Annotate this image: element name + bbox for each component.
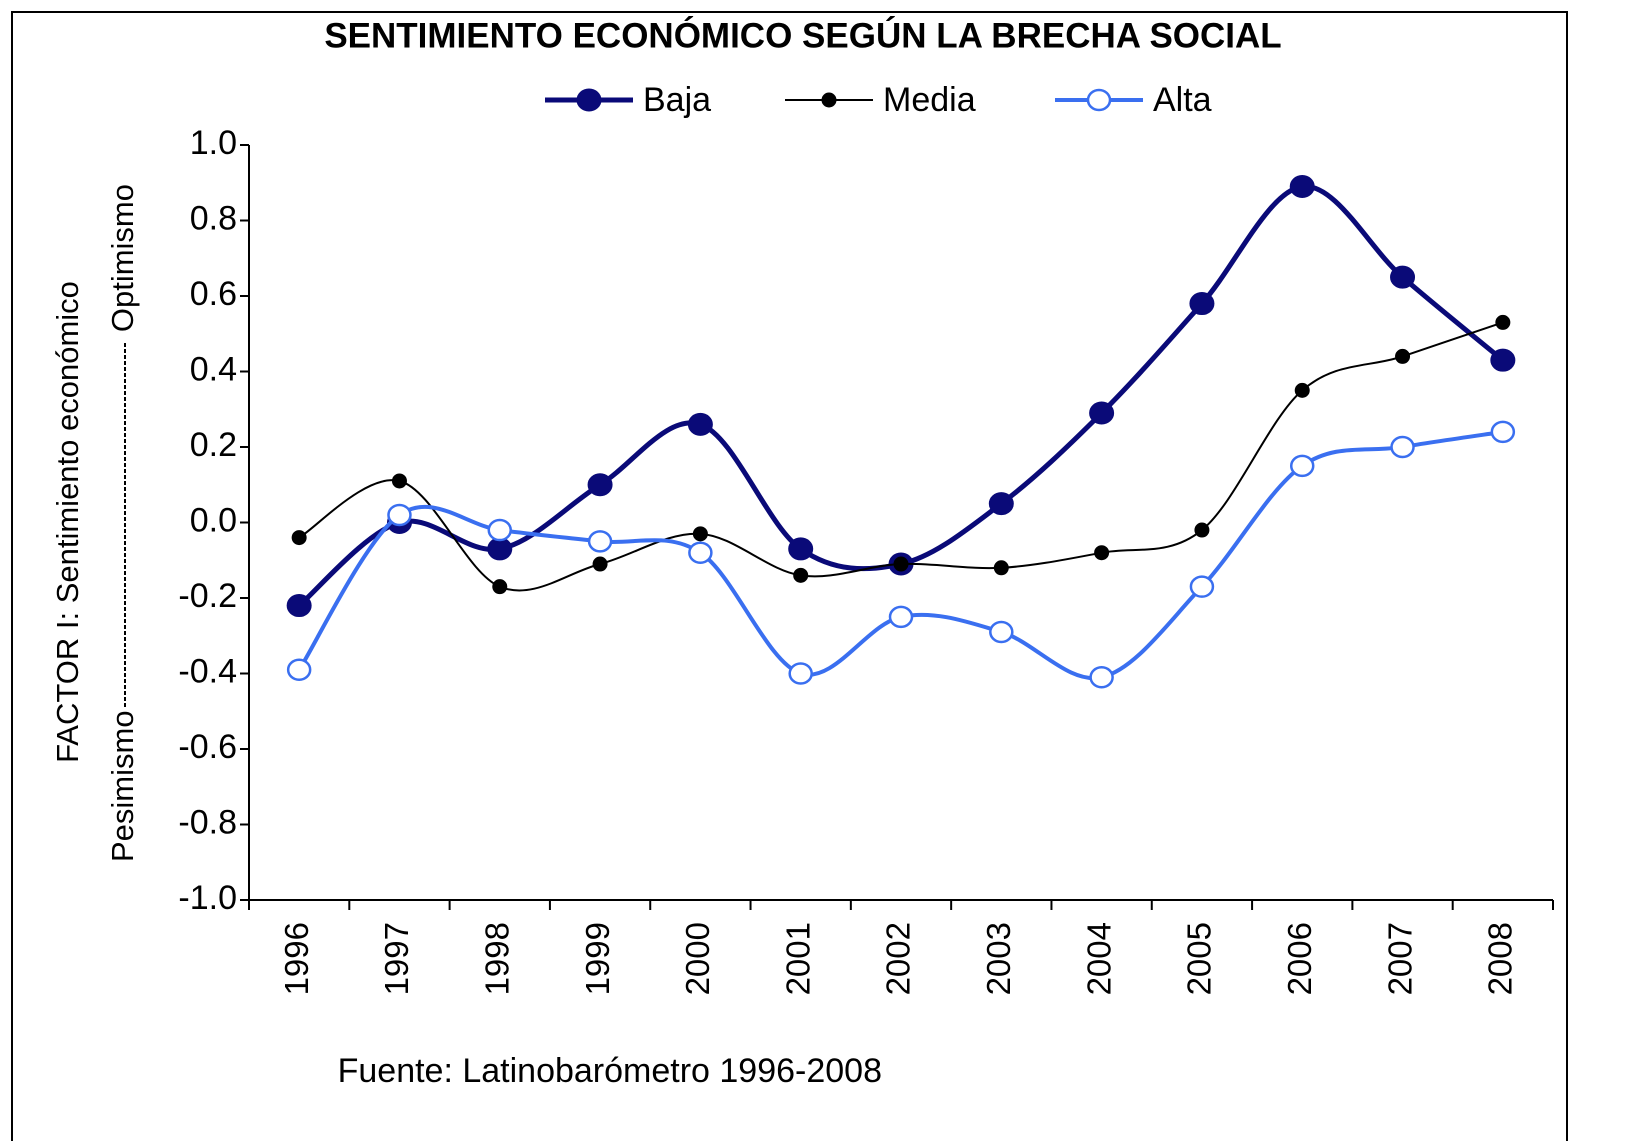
point bbox=[893, 556, 909, 572]
x-tick-label: 1999 bbox=[579, 922, 616, 995]
point bbox=[1490, 420, 1516, 444]
point bbox=[993, 560, 1009, 576]
y-tick-label: 0.8 bbox=[190, 199, 237, 237]
point bbox=[788, 537, 814, 561]
y-tick-label: -0.2 bbox=[178, 577, 237, 615]
y-tick-label: 0.0 bbox=[190, 501, 237, 539]
point bbox=[989, 620, 1014, 644]
point bbox=[888, 605, 914, 629]
x-tick-label: 1998 bbox=[478, 922, 515, 995]
x-tick-label-group: 2006 bbox=[1281, 922, 1318, 995]
x-tick-label-group: 1996 bbox=[278, 922, 315, 995]
point bbox=[1395, 348, 1411, 364]
legend-marker bbox=[821, 92, 837, 108]
point bbox=[1495, 314, 1511, 330]
y-tick-label: -0.8 bbox=[178, 803, 237, 841]
point bbox=[1194, 522, 1210, 538]
y-tick-label: 1.0 bbox=[190, 124, 237, 162]
chart-title: SENTIMIENTO ECONÓMICO SEGÚN LA BRECHA SO… bbox=[324, 15, 1281, 55]
x-tick-label: 1996 bbox=[278, 922, 315, 995]
point bbox=[1189, 575, 1215, 598]
y-label-low: Pesimismo bbox=[105, 710, 140, 862]
point bbox=[1390, 435, 1415, 459]
series-line bbox=[297, 184, 1505, 608]
y-tick-label: -1.0 bbox=[178, 879, 237, 917]
legend-marker bbox=[1086, 88, 1112, 112]
x-tick-label: 2003 bbox=[980, 922, 1017, 995]
legend-label: Media bbox=[883, 81, 976, 119]
x-tick-label-group: 2005 bbox=[1181, 922, 1218, 995]
point bbox=[788, 662, 813, 685]
point bbox=[592, 556, 608, 572]
point bbox=[492, 579, 508, 595]
y-label-high: Optimismo bbox=[105, 184, 140, 332]
y-axis-title: FACTOR I: Sentimiento económico bbox=[50, 281, 85, 763]
x-tick-label-group: 1997 bbox=[378, 922, 415, 995]
legend-marker bbox=[576, 88, 602, 112]
x-tick-label-group: 2002 bbox=[880, 922, 917, 995]
x-tick-label: 1997 bbox=[378, 922, 415, 995]
point bbox=[1094, 545, 1110, 561]
x-tick-label-group: 1998 bbox=[478, 922, 515, 995]
x-tick-label: 2007 bbox=[1381, 922, 1418, 995]
point bbox=[587, 473, 613, 497]
x-tick-label: 2008 bbox=[1482, 922, 1519, 995]
y-tick-label: -0.6 bbox=[178, 728, 237, 766]
y-tick-label: 0.4 bbox=[190, 350, 237, 388]
y-axis-scale-labels: Pesimismo Optimismo bbox=[105, 184, 140, 862]
x-tick-label: 2001 bbox=[779, 922, 816, 995]
x-tick-label-group: 2004 bbox=[1080, 922, 1117, 995]
x-tick-label-group: 2003 bbox=[980, 922, 1017, 995]
x-tick-label-group: 2000 bbox=[679, 922, 716, 995]
x-tick-label: 2006 bbox=[1281, 922, 1318, 995]
x-tick-label: 2005 bbox=[1181, 922, 1218, 995]
x-tick-label-group: 2007 bbox=[1381, 922, 1418, 995]
point bbox=[1089, 666, 1114, 689]
y-tick-label: 0.2 bbox=[190, 426, 237, 464]
point bbox=[1289, 175, 1315, 199]
x-tick-label: 2000 bbox=[679, 922, 716, 995]
point bbox=[487, 518, 513, 542]
x-tick-label-group: 1999 bbox=[579, 922, 616, 995]
point bbox=[1490, 348, 1516, 372]
point bbox=[1294, 382, 1310, 398]
y-label: FACTOR I: Sentimiento económico bbox=[50, 281, 85, 763]
point bbox=[988, 492, 1014, 516]
x-tick-label-group: 2008 bbox=[1482, 922, 1519, 995]
legend-label: Baja bbox=[643, 81, 711, 119]
y-tick-label: 0.6 bbox=[190, 275, 237, 313]
point bbox=[793, 567, 809, 583]
point bbox=[387, 503, 412, 527]
point bbox=[1390, 265, 1416, 289]
x-tick-label: 2002 bbox=[880, 922, 917, 995]
source: Fuente: Latinobarómetro 1996-2008 bbox=[338, 1052, 882, 1090]
point bbox=[1189, 292, 1215, 316]
point bbox=[692, 526, 708, 542]
x-tick-label: 2004 bbox=[1080, 922, 1117, 995]
frame bbox=[11, 11, 1568, 1141]
point bbox=[587, 530, 613, 553]
point bbox=[1089, 401, 1115, 425]
point bbox=[286, 594, 312, 618]
y-tick-label: -0.4 bbox=[178, 652, 237, 690]
point bbox=[688, 541, 713, 564]
point bbox=[291, 530, 307, 546]
point bbox=[687, 412, 713, 436]
x-tick-label-group: 2001 bbox=[779, 922, 816, 995]
point bbox=[391, 473, 407, 489]
point bbox=[1289, 454, 1315, 478]
legend-label: Alta bbox=[1153, 81, 1212, 119]
point bbox=[286, 658, 312, 681]
